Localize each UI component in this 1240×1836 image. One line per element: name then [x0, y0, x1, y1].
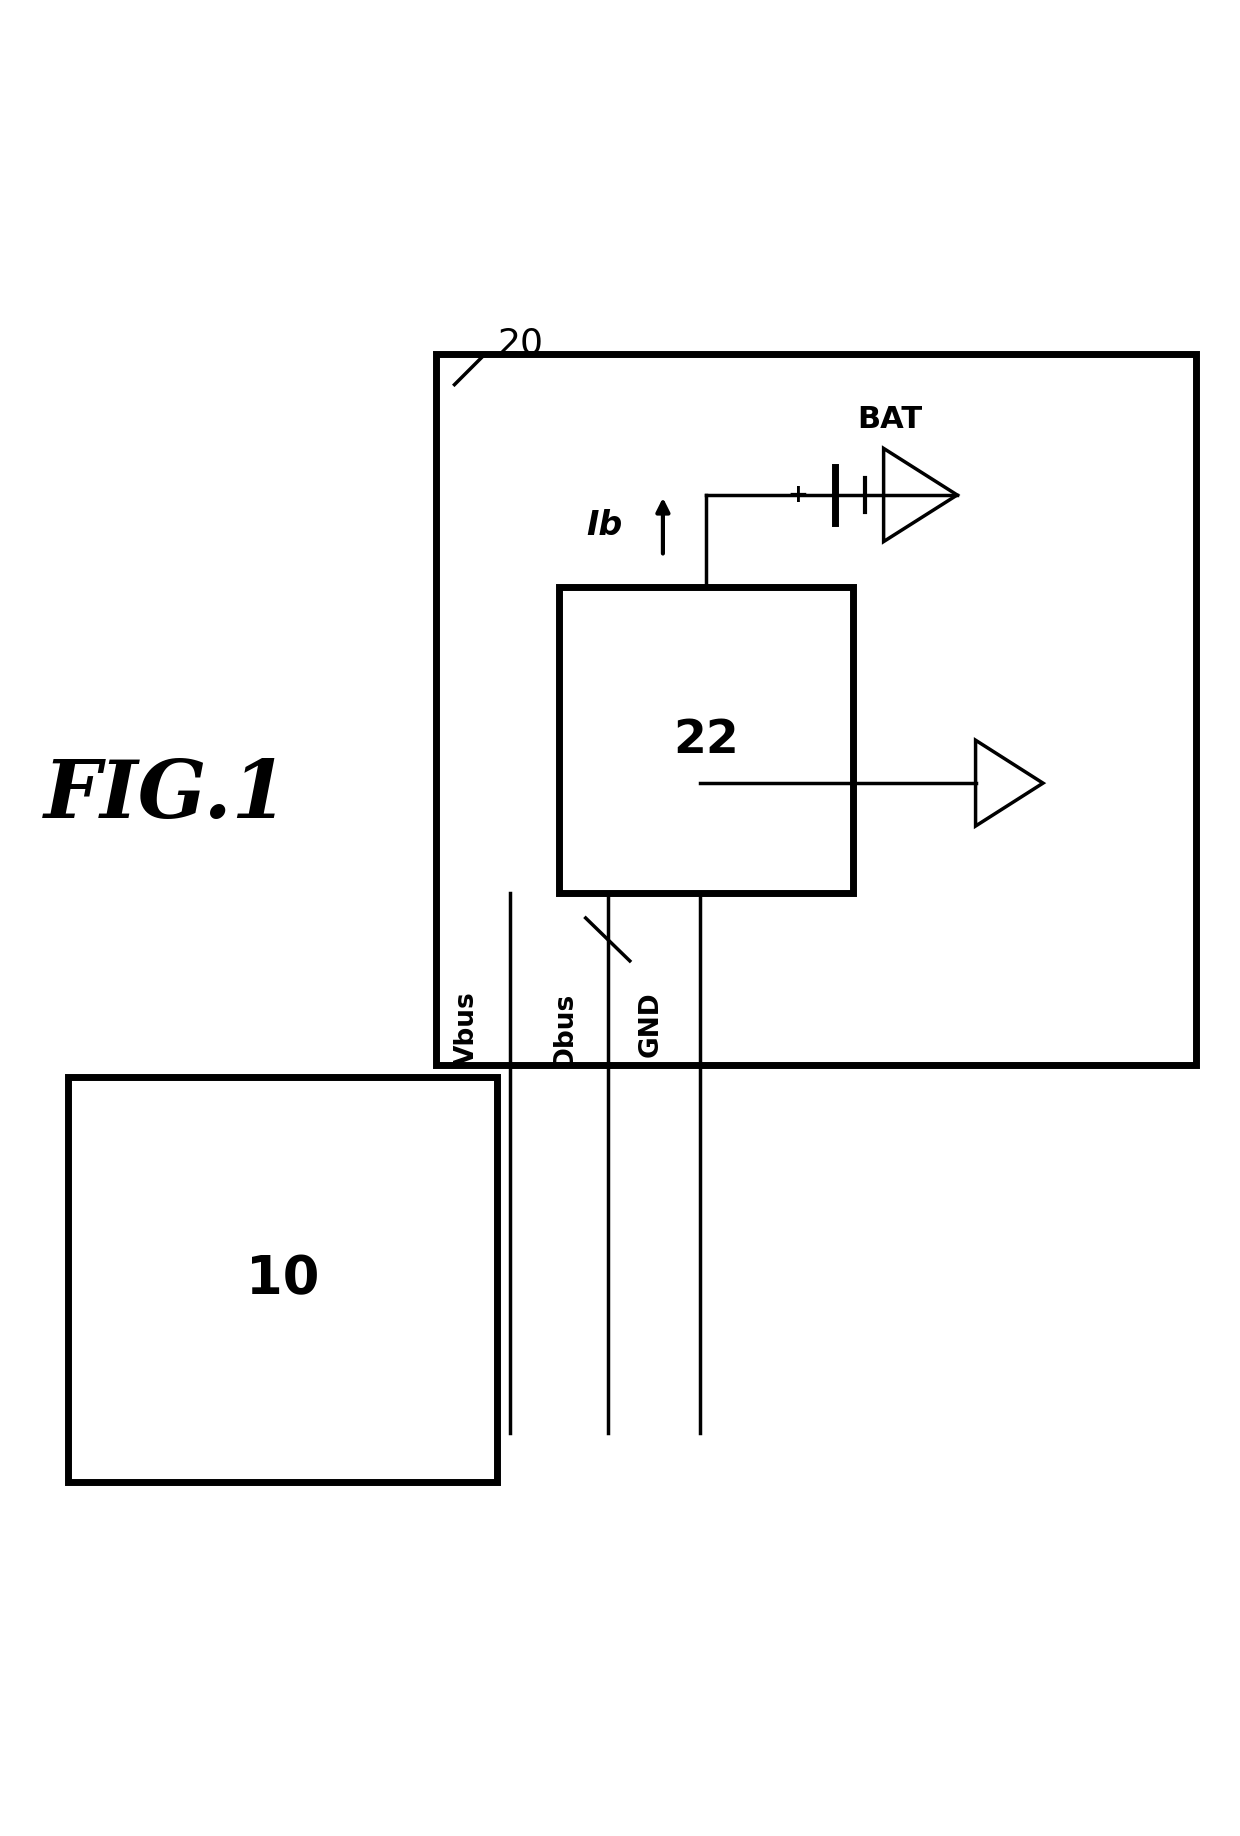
- Text: +: +: [787, 483, 808, 507]
- Text: 20: 20: [497, 327, 543, 360]
- Bar: [436, 354, 1197, 1065]
- Text: Dbus: Dbus: [552, 991, 578, 1067]
- Text: GND: GND: [637, 991, 663, 1058]
- Text: FIG.1: FIG.1: [43, 756, 289, 834]
- Bar: [559, 588, 853, 894]
- Text: BAT: BAT: [857, 404, 923, 433]
- Text: Ib: Ib: [587, 509, 622, 542]
- Text: Vbus: Vbus: [454, 991, 480, 1065]
- Bar: [68, 1078, 497, 1482]
- Text: 22: 22: [673, 718, 739, 762]
- Text: 10: 10: [246, 1254, 320, 1305]
